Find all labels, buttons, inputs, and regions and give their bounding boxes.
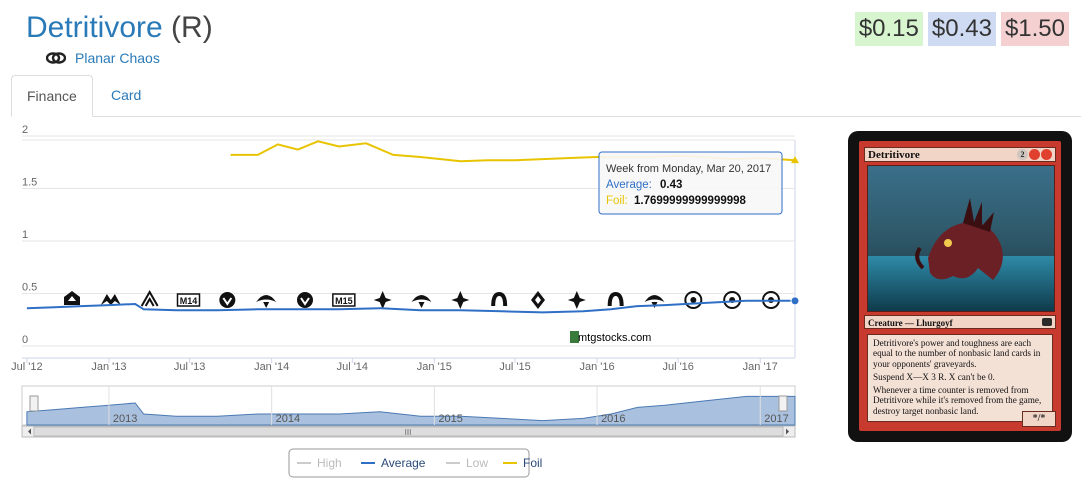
card-name: Detritivore	[26, 11, 163, 44]
rules-line: Suspend X—X 3 R. X can't be 0.	[873, 371, 995, 382]
legend-item-foil[interactable]: Foil	[503, 456, 542, 470]
navigator-year-label: 2014	[276, 413, 300, 425]
set-icon-3[interactable]	[140, 289, 159, 307]
set-icon-18[interactable]	[723, 291, 742, 309]
card-title: Detritivore (R)	[26, 10, 213, 46]
legend-item-high[interactable]: High	[297, 456, 342, 470]
rules-line: Detritivore's power and toughness are ea…	[873, 338, 1041, 369]
legend-item-average[interactable]: Average	[361, 456, 426, 470]
set-row: Planar Chaos	[46, 48, 160, 68]
set-icon-12[interactable]	[491, 292, 508, 306]
tooltip-title: Week from Monday, Mar 20, 2017	[606, 163, 771, 175]
red-mana-icon	[1029, 149, 1040, 160]
legend-label: Average	[381, 456, 426, 470]
x-tick-label: Jan '15	[417, 361, 452, 373]
tooltip-box	[598, 151, 783, 215]
navigator-year-label: 2013	[113, 413, 137, 425]
card-set-symbol-icon	[1042, 318, 1052, 326]
scrollbar-thumb[interactable]	[33, 426, 784, 437]
y-tick-label: 2	[22, 124, 28, 136]
x-tick-label: Jul '12	[11, 361, 42, 373]
set-icon-m14[interactable]: M14	[176, 293, 201, 307]
price-average-badge: $0.43	[927, 12, 996, 46]
y-tick-label: 1.5	[22, 177, 37, 189]
legend-label: High	[317, 456, 342, 470]
x-tick-label: Jan '13	[91, 361, 126, 373]
series-line-average	[26, 299, 795, 314]
red-mana-icon	[1041, 149, 1052, 160]
card-power-toughness: */*	[1022, 411, 1056, 427]
navigator-year-label: 2017	[764, 413, 788, 425]
set-icon-5[interactable]	[219, 292, 236, 308]
legend-label: Foil	[523, 456, 542, 470]
set-icon-9[interactable]	[373, 291, 392, 309]
navigator-year-label: 2015	[438, 413, 462, 425]
chart-legend	[288, 448, 530, 478]
price-foil-badge: $1.50	[1000, 12, 1069, 46]
y-tick-label: 0	[22, 334, 28, 346]
price-chart[interactable]: 0 0.5 1 1.5 2 Jul '12 Jan '13 Jul '13 Jan '14 Jul…	[0, 120, 830, 486]
svg-text:M14: M14	[180, 296, 198, 306]
chart-watermark: mtgstocks.com	[578, 332, 651, 344]
navigator-handle[interactable]	[778, 395, 788, 412]
navigator-year-label: 2016	[601, 413, 625, 425]
navigator-area	[26, 395, 796, 426]
scrollbar-grip-icon: III	[405, 428, 412, 437]
x-tick-label: Jan '17	[743, 361, 778, 373]
planar-chaos-set-icon	[46, 52, 66, 64]
card-rules-text: Detritivore's power and toughness are ea…	[867, 334, 1053, 422]
card-image-name: Detritivore 2	[864, 147, 1056, 162]
y-tick-label: 0.5	[22, 282, 37, 294]
x-tick-label: Jul '15	[499, 361, 530, 373]
set-icon-7[interactable]	[297, 292, 313, 308]
set-icon-17[interactable]	[684, 291, 703, 309]
navigator-handle[interactable]	[29, 395, 39, 412]
hover-point-foil	[791, 156, 799, 164]
price-badges: $0.15 $0.43 $1.50	[854, 12, 1069, 46]
hover-point-average	[790, 296, 800, 306]
card-image-name-text: Detritivore	[868, 149, 920, 161]
set-icon-16[interactable]	[644, 295, 665, 308]
creature-art-icon	[915, 198, 1003, 280]
card-type-text: Creature — Lhurgoyf	[868, 318, 953, 328]
svg-text:M15: M15	[335, 296, 353, 306]
card-frame: Detritivore 2 Creature — Lhurgoyf Detrit…	[859, 141, 1061, 431]
tooltip-average-value: 0.43	[660, 179, 682, 191]
tooltip-foil-label: Foil:	[606, 195, 628, 207]
x-tick-label: Jul '16	[662, 361, 693, 373]
tab-finance[interactable]: Finance	[11, 75, 93, 117]
scroll-left-arrow-icon[interactable]	[28, 428, 31, 435]
tooltip-average-label: Average:	[606, 179, 652, 191]
generic-mana-icon: 2	[1017, 149, 1028, 160]
set-icon-14[interactable]	[567, 291, 586, 309]
x-tick-label: Jul '13	[174, 361, 205, 373]
card-rarity: (R)	[171, 11, 213, 44]
set-icon-m15[interactable]: M15	[332, 293, 356, 307]
y-tick-label: 1	[22, 229, 28, 241]
rules-line: Whenever a time counter is removed from …	[873, 385, 1042, 416]
card-type-line: Creature — Lhurgoyf	[864, 315, 1056, 329]
set-icon-1[interactable]	[64, 291, 80, 305]
scroll-right-arrow-icon[interactable]	[786, 428, 789, 435]
legend-item-low[interactable]: Low	[446, 456, 488, 470]
set-icon-2[interactable]	[100, 294, 121, 305]
x-tick-label: Jan '16	[579, 361, 614, 373]
set-link[interactable]: Planar Chaos	[75, 50, 160, 66]
tab-bar: Finance Card	[11, 75, 1081, 117]
set-icon-11[interactable]	[451, 291, 470, 309]
price-low-badge: $0.15	[854, 12, 923, 46]
watermark-logo-icon	[570, 331, 579, 343]
x-tick-label: Jan '14	[254, 361, 289, 373]
mana-cost: 2	[1017, 149, 1052, 160]
legend-label: Low	[466, 456, 488, 470]
tooltip-foil-value: 1.7699999999999998	[634, 195, 747, 207]
tab-card[interactable]: Card	[111, 87, 142, 103]
set-icon-10[interactable]	[411, 295, 432, 308]
x-tick-label: Jul '14	[337, 361, 368, 373]
card-art	[867, 165, 1055, 312]
set-icon-13[interactable]	[531, 291, 545, 309]
set-icon-15[interactable]	[607, 292, 624, 306]
card-image: Detritivore 2 Creature — Lhurgoyf Detrit…	[848, 131, 1072, 442]
set-icon-6[interactable]	[256, 295, 277, 308]
